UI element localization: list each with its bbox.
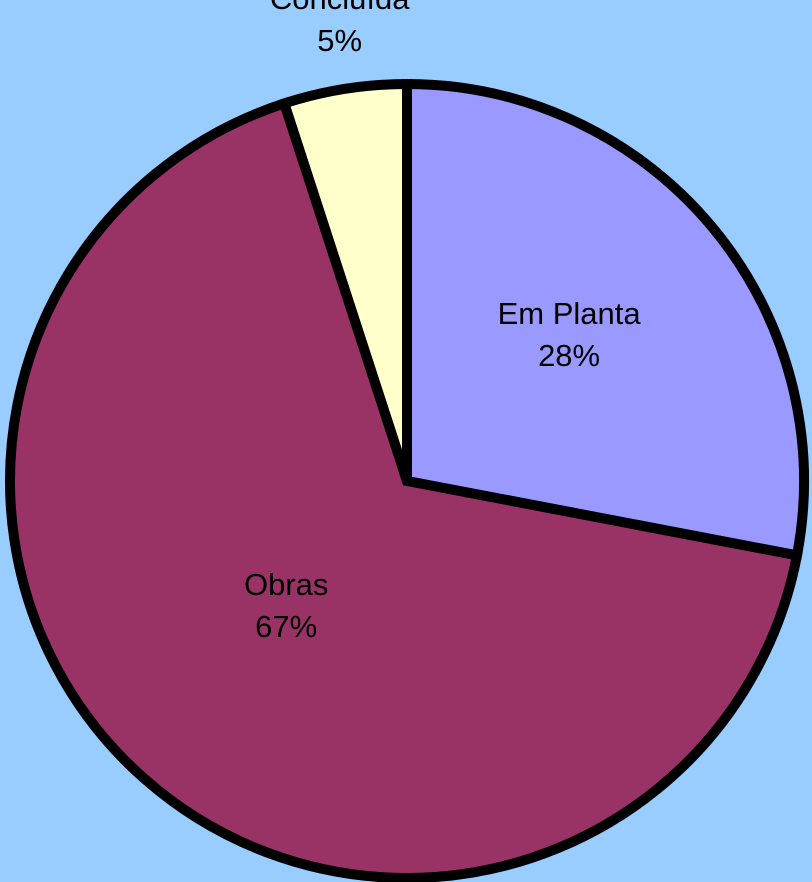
slice-percent-conclu-da: 5% xyxy=(317,23,362,58)
slice-percent-obras: 67% xyxy=(255,609,317,644)
pie-slice-em-planta xyxy=(402,78,809,562)
slice-percent-em-planta: 28% xyxy=(538,338,600,373)
pie-slice-obras xyxy=(5,97,803,882)
slice-label-obras: Obras xyxy=(244,567,328,602)
slice-label-conclu-da: Concluída xyxy=(270,0,410,16)
pie-slice-conclu-da xyxy=(278,78,412,483)
slices-layer xyxy=(5,78,809,882)
labels-layer: Em Planta 28% Obras 67% Concluída 5% xyxy=(244,0,641,644)
slice-label-em-planta: Em Planta xyxy=(498,296,642,331)
